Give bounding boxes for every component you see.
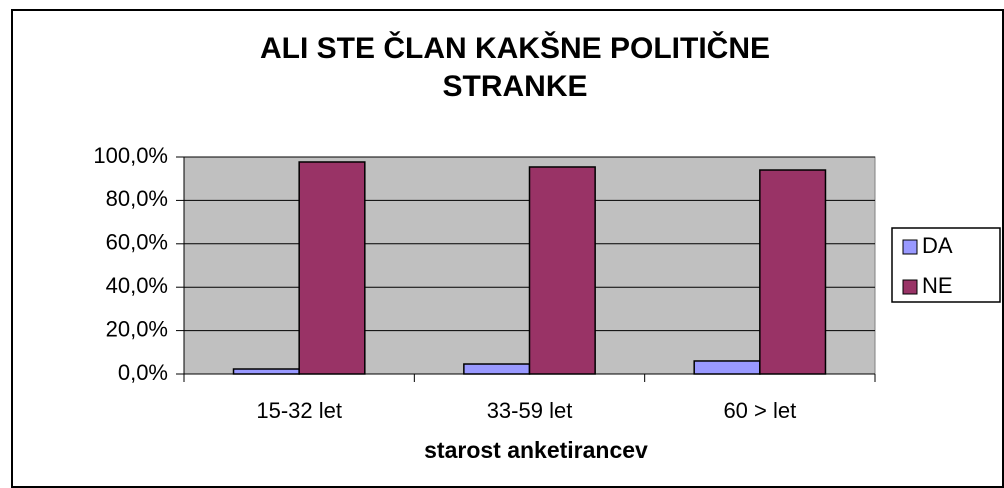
x-axis-title: starost anketirancev xyxy=(424,437,648,463)
y-tick-label: 20,0% xyxy=(106,316,168,341)
bar xyxy=(232,368,300,375)
legend-swatch xyxy=(902,279,918,295)
x-tick-label: 60 > let xyxy=(723,398,796,423)
legend-label: DA xyxy=(922,233,953,258)
chart-title: ALI STE ČLAN KAKŠNE POLITIČNE xyxy=(260,31,770,65)
x-tick-label: 33-59 let xyxy=(487,398,573,423)
x-tick-label: 15-32 let xyxy=(256,398,342,423)
bar xyxy=(298,161,366,375)
legend-swatch xyxy=(902,239,918,255)
y-tick-label: 0,0% xyxy=(118,360,168,385)
chart-title: STRANKE xyxy=(442,70,587,103)
bar xyxy=(528,166,596,375)
bar xyxy=(463,363,531,375)
y-tick-label: 100,0% xyxy=(93,143,168,168)
bar xyxy=(693,360,761,375)
y-tick-label: 40,0% xyxy=(106,273,168,298)
y-tick-label: 80,0% xyxy=(106,186,168,211)
legend-label: NE xyxy=(922,273,953,298)
bar xyxy=(759,169,827,375)
y-tick-label: 60,0% xyxy=(106,230,168,255)
